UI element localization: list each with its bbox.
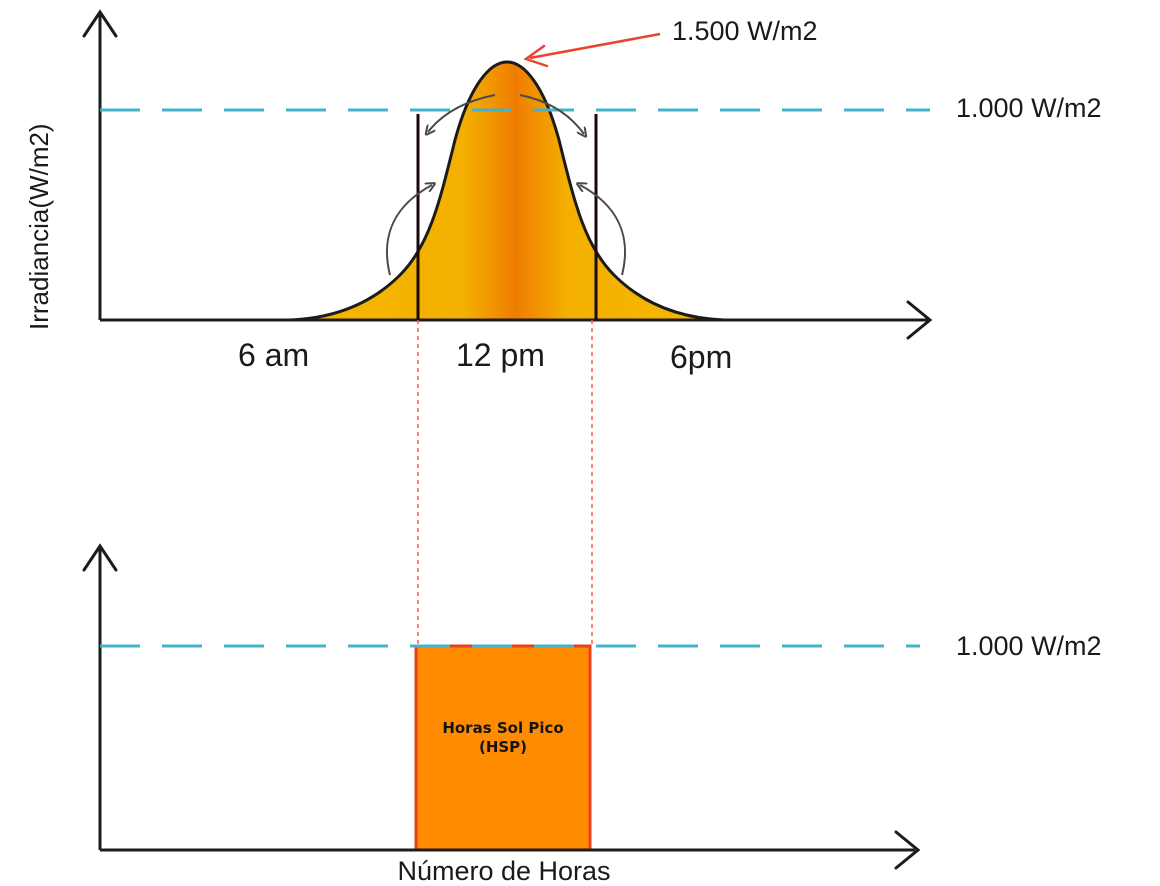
bottom-reference-label: 1.000 W/m2 — [956, 631, 1102, 661]
peak-value-label: 1.500 W/m2 — [672, 16, 818, 46]
x-axis-label: Número de Horas — [397, 856, 610, 886]
tick-6pm: 6pm — [670, 339, 732, 375]
tick-12pm: 12 pm — [456, 337, 545, 373]
tick-6am: 6 am — [238, 337, 309, 373]
curved-arrow-icon — [428, 94, 496, 132]
hsp-box — [414, 644, 592, 852]
irradiance-curve — [289, 60, 725, 322]
hsp-label-line1: Horas Sol Pico — [442, 719, 563, 737]
hsp-label-line2: (HSP) — [479, 738, 527, 756]
curved-arrow-icon — [519, 94, 584, 134]
curved-arrow-icon — [386, 185, 432, 276]
bottom-y-axis-arrow-icon — [82, 543, 118, 572]
red-arrow-icon — [529, 32, 661, 60]
y-axis-label: Irradiancia(W/m2) — [24, 123, 54, 330]
curved-arrow-icon — [580, 185, 626, 276]
top-y-axis-arrow-icon — [82, 9, 118, 38]
top-x-axis-arrow-icon — [906, 300, 933, 340]
top-reference-label: 1.000 W/m2 — [956, 93, 1102, 123]
bottom-x-axis-arrow-icon — [894, 830, 921, 870]
red-arrowhead-icon — [523, 44, 549, 68]
